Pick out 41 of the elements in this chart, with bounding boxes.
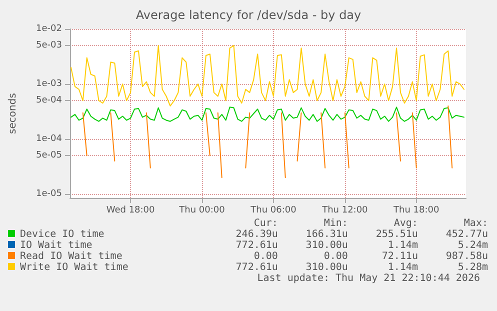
x-tick-label: Thu 00:00	[178, 206, 226, 216]
line-series	[70, 45, 465, 106]
x-tick-label: Thu 18:00	[392, 206, 440, 216]
y-tick-label: 5e-04	[36, 96, 62, 106]
legend-label: Write IO Wait time	[19, 262, 130, 273]
legend-label: IO Wait time	[19, 240, 94, 251]
text: 452.77u	[444, 229, 488, 240]
line-series	[70, 106, 465, 122]
text: Avg:	[392, 218, 418, 229]
text: 310.00u	[304, 240, 348, 251]
text: 0.00	[322, 251, 348, 262]
text: Cur:	[252, 218, 278, 229]
x-tick-label: Thu 12:00	[321, 206, 368, 216]
legend-label: Device IO time	[19, 229, 106, 240]
y-tick-label: 1e-04	[36, 134, 62, 144]
y-axis-title: seconds	[8, 93, 18, 134]
text: 987.58u	[444, 251, 488, 262]
text: 772.61u	[234, 240, 278, 251]
chart-title: Average latency for /dev/sda - by day	[136, 8, 362, 22]
y-tick-label: 5e-05	[36, 150, 62, 161]
text: 72.11u	[380, 251, 418, 262]
legend-label: Read IO Wait time	[19, 251, 124, 262]
text: Last update: Thu May 21 22:10:44 2026	[256, 273, 480, 285]
text: 772.61u	[234, 262, 278, 273]
text: Min:	[322, 218, 348, 229]
text: 5.28m	[456, 262, 488, 273]
y-tick-label: 1e-05	[36, 189, 62, 200]
x-tick-label: Wed 18:00	[106, 206, 156, 216]
text: 246.39u	[234, 229, 278, 240]
text: 166.31u	[304, 229, 348, 240]
y-tick-label: 1e-03	[36, 79, 62, 90]
x-tick-label: Thu 06:00	[250, 206, 297, 216]
y-tick-label: 1e-02	[36, 24, 62, 34]
text: Max:	[462, 218, 488, 229]
text: 1.14m	[386, 262, 418, 273]
text: 1.14m	[386, 240, 418, 251]
text: 310.00u	[304, 262, 348, 273]
text: 255.51u	[374, 229, 418, 240]
y-tick-label: 5e-03	[36, 40, 62, 51]
text: 5.24m	[456, 240, 488, 251]
text: 0.00	[252, 251, 278, 262]
